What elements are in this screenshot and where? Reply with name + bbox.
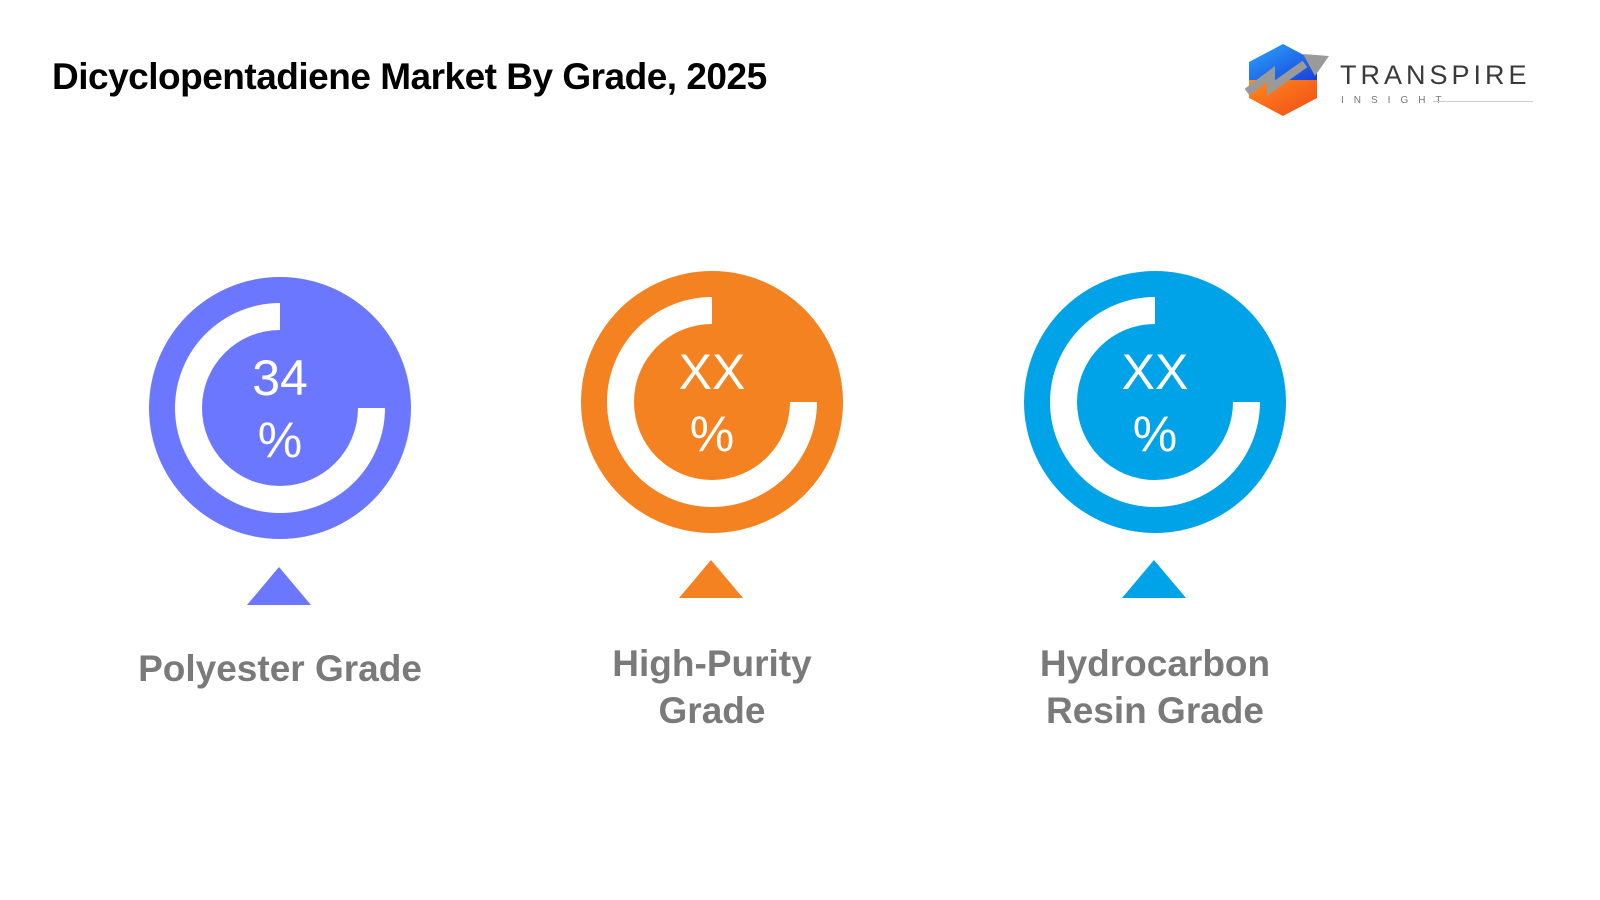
transpire-logo: TRANSPIRE INSIGHT <box>1245 40 1545 120</box>
donut-hydrocarbon-resin-grade: XX % <box>1024 271 1286 533</box>
donut-ring-icon <box>149 277 411 539</box>
donut-high-purity-grade: XX % <box>581 271 843 533</box>
logo-divider <box>1433 101 1533 102</box>
label-line: High-Purity <box>612 643 812 684</box>
logo-tagline: INSIGHT <box>1341 95 1452 106</box>
category-label-hydrocarbon-resin: Hydrocarbon Resin Grade <box>985 640 1325 734</box>
logo-hexagon-icon <box>1245 44 1329 116</box>
category-label-high-purity: High-Purity Grade <box>542 640 882 734</box>
segment-unit: % <box>257 412 303 468</box>
category-label-polyester: Polyester Grade <box>110 645 450 692</box>
label-line: Grade <box>658 690 766 731</box>
segment-value: XX <box>678 344 746 400</box>
segment-value: 34 <box>252 350 308 406</box>
label-line: Resin Grade <box>1046 690 1264 731</box>
donut-polyester-grade: 34 % <box>149 277 411 539</box>
triangle-marker-icon <box>679 560 743 598</box>
segment-value: XX <box>1121 344 1189 400</box>
segment-unit: % <box>689 406 735 462</box>
triangle-marker-icon <box>1122 560 1186 598</box>
logo-name: TRANSPIRE <box>1340 60 1531 90</box>
donut-ring-icon <box>581 271 843 533</box>
segment-unit: % <box>1132 406 1178 462</box>
label-line: Hydrocarbon <box>1039 643 1271 684</box>
page-title: Dicyclopentadiene Market By Grade, 2025 <box>52 56 767 97</box>
donut-ring-icon <box>1024 271 1286 533</box>
label-line: Polyester Grade <box>138 648 422 689</box>
triangle-marker-icon <box>247 567 311 605</box>
